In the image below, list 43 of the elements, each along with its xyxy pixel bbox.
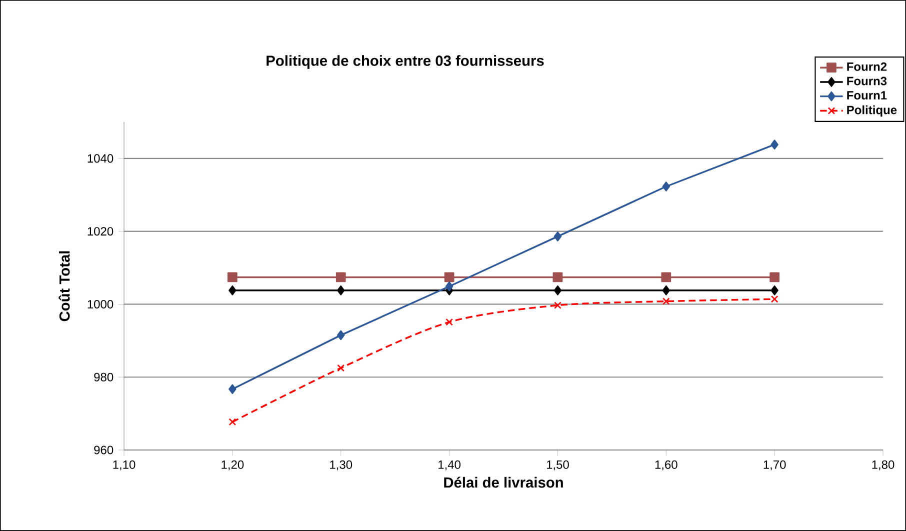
point	[770, 285, 778, 296]
x-tick-label: 1,80	[872, 460, 894, 470]
y-tick-label: 1040	[88, 154, 114, 163]
point	[446, 318, 453, 326]
y-tick-label: 960	[94, 446, 114, 454]
point	[554, 285, 562, 296]
x-tick-label: 1,10	[113, 460, 136, 470]
point	[662, 285, 670, 296]
legend-label: Fourn3	[847, 76, 887, 86]
legend-label: Fourn1	[847, 91, 887, 100]
point	[662, 182, 670, 192]
point	[228, 418, 236, 426]
point	[444, 272, 454, 282]
x-tick-label: 1,30	[330, 460, 352, 470]
x-tick-label: 1,60	[655, 460, 678, 470]
point	[554, 302, 562, 309]
legend-label: Fourn2	[847, 62, 887, 71]
y-tick-label: 1000	[88, 300, 114, 308]
point	[336, 330, 345, 340]
x-tick-label: 1,50	[546, 460, 569, 470]
legend-label: Politique	[847, 105, 897, 117]
point	[337, 364, 345, 372]
point	[445, 281, 454, 292]
x-axis-title: Délai de livraison	[444, 476, 563, 488]
x-tick-label: 1,20	[222, 460, 244, 470]
x-tick-label: 1,70	[764, 460, 786, 470]
point	[228, 384, 236, 394]
point	[662, 298, 670, 305]
point	[552, 272, 563, 282]
y-tick-label: 980	[94, 372, 114, 382]
point	[770, 272, 780, 282]
chart-title: Politique de choix entre 03 fournisseurs	[266, 55, 544, 69]
x-tick-label: 1,40	[438, 460, 460, 470]
y-axis-title: Coût Total	[58, 251, 70, 322]
point	[227, 272, 238, 282]
point	[336, 285, 345, 296]
point	[770, 295, 778, 303]
point	[336, 272, 346, 282]
point	[228, 285, 236, 296]
point	[661, 272, 672, 282]
point	[554, 231, 562, 242]
point	[770, 140, 778, 150]
y-tick-label: 1020	[88, 227, 114, 236]
